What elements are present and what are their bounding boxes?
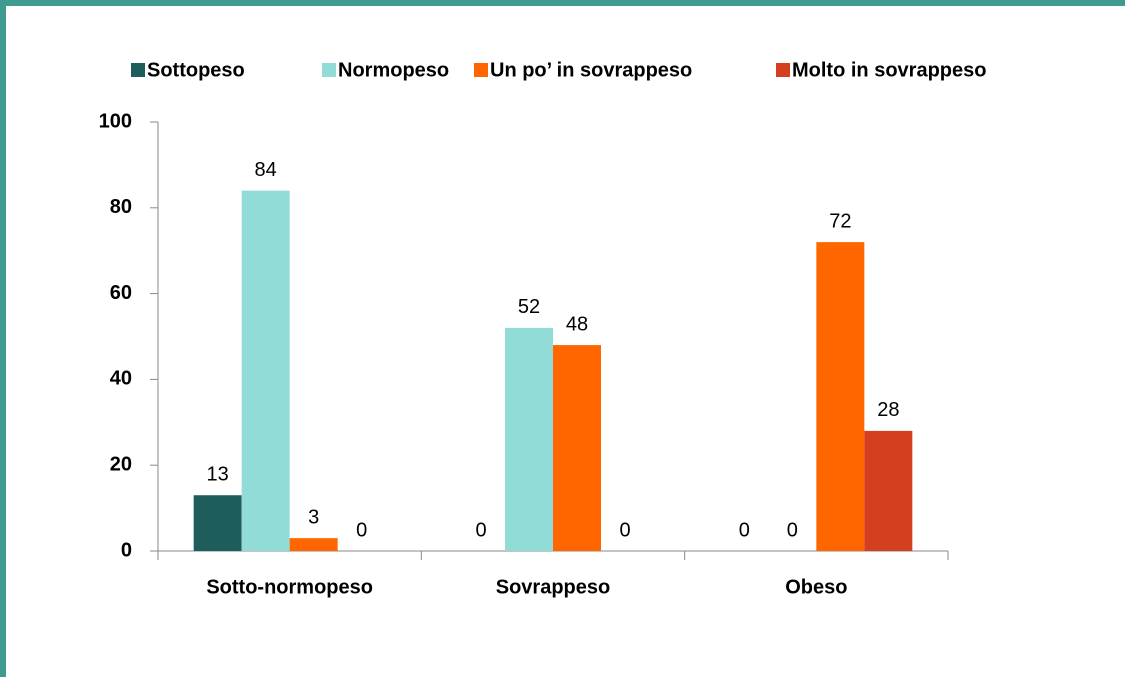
data-label: 0 <box>787 519 798 541</box>
bar <box>816 242 865 551</box>
y-tick-label: 60 <box>110 282 132 304</box>
data-label: 52 <box>518 296 540 318</box>
y-tick-label: 80 <box>110 196 132 218</box>
legend-label: Molto in sovrappeso <box>792 59 986 81</box>
y-tick-label: 0 <box>121 539 132 561</box>
data-label: 84 <box>255 159 277 181</box>
data-label: 13 <box>207 464 229 486</box>
legend-swatch <box>776 63 790 77</box>
x-tick-label: Sovrappeso <box>496 576 610 598</box>
x-tick-label: Sotto-normopeso <box>206 576 373 598</box>
data-label: 3 <box>308 506 319 528</box>
frame-top <box>0 0 1125 6</box>
data-label: 0 <box>475 519 486 541</box>
bar <box>193 495 242 551</box>
legend-swatch <box>474 63 488 77</box>
data-label: 28 <box>877 399 899 421</box>
bar <box>289 538 338 551</box>
legend-label: Un po’ in sovrappeso <box>490 59 692 81</box>
data-label: 0 <box>619 519 630 541</box>
y-tick-label: 100 <box>99 110 132 132</box>
legend-swatch <box>131 63 145 77</box>
legend-label: Normopeso <box>338 59 449 81</box>
legend-swatch <box>322 63 336 77</box>
legend-label: Sottopeso <box>147 59 245 81</box>
bar <box>505 327 553 551</box>
y-tick-label: 40 <box>110 368 132 390</box>
x-tick-label: Obeso <box>785 576 847 598</box>
bar <box>553 345 601 551</box>
bar <box>864 430 913 551</box>
data-label: 0 <box>739 519 750 541</box>
data-label: 48 <box>566 313 588 335</box>
y-tick-label: 20 <box>110 453 132 475</box>
data-label: 0 <box>356 519 367 541</box>
bar <box>241 190 290 551</box>
frame-left <box>0 0 6 677</box>
data-label: 72 <box>829 210 851 232</box>
